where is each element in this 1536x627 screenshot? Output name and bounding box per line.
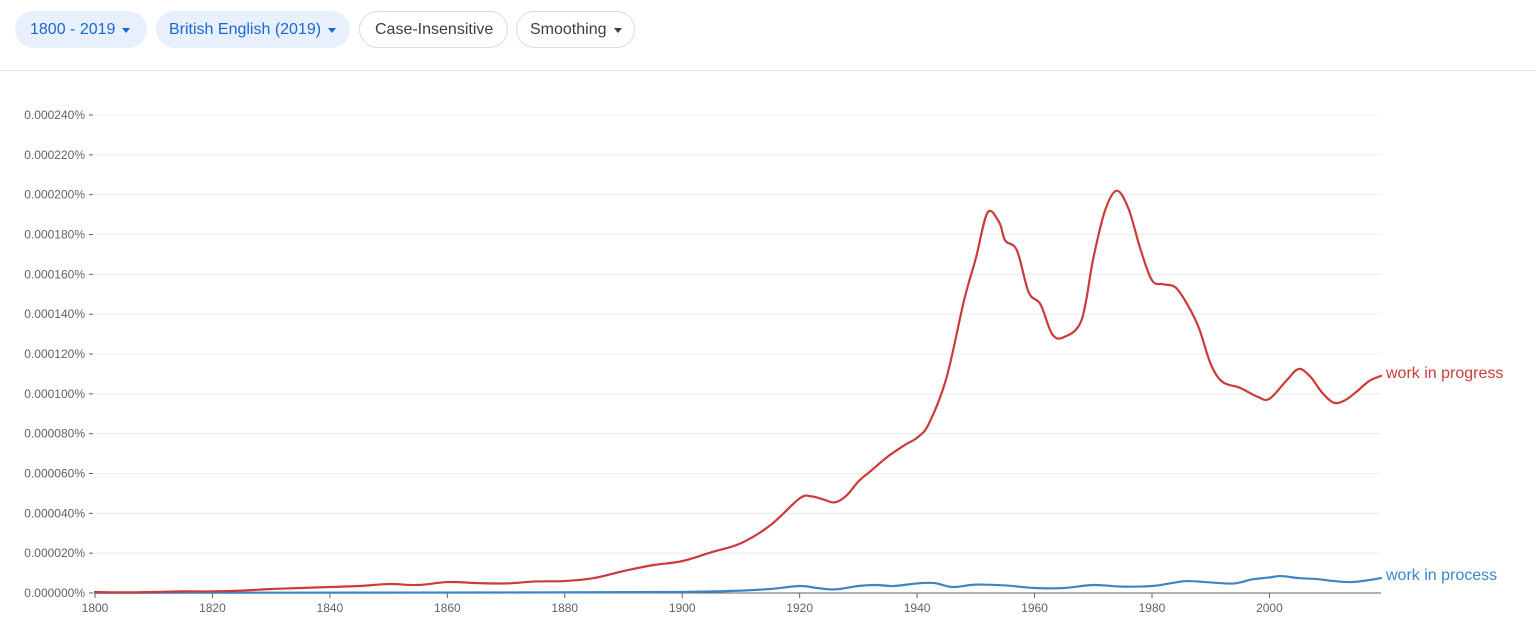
y-tick-label: 0.000160% — [24, 267, 85, 281]
year-range-label: 1800 - 2019 — [30, 20, 116, 38]
caret-down-icon — [613, 28, 622, 33]
x-tick-label: 1980 — [1139, 601, 1166, 615]
corpus-dropdown[interactable]: British English (2019) — [156, 11, 350, 48]
caret-down-icon — [328, 28, 337, 33]
y-tick-label: 0.000040% — [24, 506, 85, 520]
smoothing-dropdown[interactable]: Smoothing — [516, 11, 635, 48]
caret-down-icon — [122, 28, 131, 33]
case-insensitive-label: Case-Insensitive — [375, 20, 494, 38]
x-tick-label: 1880 — [551, 601, 578, 615]
x-tick-label: 1960 — [1021, 601, 1048, 615]
series-label-work-in-progress: work in progress — [1385, 365, 1503, 382]
y-tick-label: 0.000240% — [24, 108, 85, 122]
y-axis: 0.000000% 0.000020% 0.000040% 0.000060% 0.00… — [24, 108, 93, 600]
x-tick-label: 1860 — [434, 601, 461, 615]
y-tick-label: 0.000020% — [24, 546, 85, 560]
series-line-work-in-progress — [93, 189, 1383, 594]
x-axis: 1800 1820 1840 1860 1880 1900 1920 1940 1960 1980… — [82, 592, 1381, 615]
y-tick-label: 0.000100% — [24, 387, 85, 401]
y-tick-label: 0.000120% — [24, 347, 85, 361]
chart-series: work in process work in progress — [93, 189, 1503, 594]
x-tick-label: 2000 — [1256, 601, 1283, 615]
y-tick-label: 0.000060% — [24, 467, 85, 481]
y-tick-label: 0.000080% — [24, 427, 85, 441]
series-line-work-in-process — [93, 574, 1383, 594]
x-tick-label: 1800 — [82, 601, 109, 615]
y-tick-label: 0.000200% — [24, 188, 85, 202]
x-tick-label: 1940 — [904, 601, 931, 615]
corpus-label: British English (2019) — [169, 20, 322, 38]
x-tick-label: 1900 — [669, 601, 696, 615]
chart-grid — [95, 114, 1381, 554]
ngram-line-chart: 0.000000% 0.000020% 0.000040% 0.000060% 0.00… — [24, 108, 1503, 615]
y-tick-label: 0.000140% — [24, 307, 85, 321]
y-tick-label: 0.000180% — [24, 228, 85, 242]
case-insensitive-toggle[interactable]: Case-Insensitive — [359, 11, 508, 48]
x-tick-label: 1820 — [199, 601, 226, 615]
series-label-work-in-process: work in process — [1385, 567, 1497, 584]
year-range-dropdown[interactable]: 1800 - 2019 — [15, 11, 147, 48]
x-tick-label: 1840 — [317, 601, 344, 615]
y-tick-label: 0.000220% — [24, 148, 85, 162]
x-tick-label: 1920 — [786, 601, 813, 615]
y-tick-label: 0.000000% — [24, 586, 85, 600]
toolbar: 1800 - 2019 British English (2019) Case-… — [0, 0, 1536, 71]
smoothing-label: Smoothing — [530, 20, 607, 38]
